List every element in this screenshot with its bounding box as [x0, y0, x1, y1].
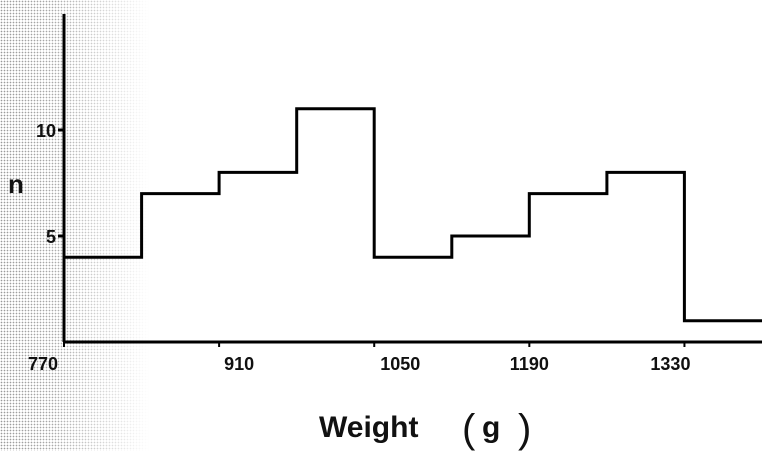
- x-tick-label: 1190: [510, 354, 549, 374]
- x-axis-unit-paren-open: (: [462, 407, 476, 451]
- histogram-bin: [142, 194, 220, 342]
- histogram-bin: [684, 321, 762, 342]
- histogram-bin: [529, 194, 607, 342]
- y-axis-label: n: [8, 169, 24, 199]
- x-axis-unit-paren-close: ): [518, 407, 531, 451]
- x-tick-label: 1330: [650, 354, 690, 374]
- histogram-bin: [297, 109, 375, 342]
- x-axis-label: Weight ( g ): [319, 407, 531, 451]
- axes: [62, 14, 762, 344]
- y-tick-label: 10: [36, 121, 56, 141]
- x-tick-label: 770: [28, 354, 58, 374]
- x-ticks: 770 910 1050 1190 1330: [28, 342, 690, 374]
- histogram-bin: [374, 257, 452, 342]
- x-tick-label: 1050: [380, 354, 420, 374]
- histogram-bin: [607, 172, 685, 342]
- x-axis-unit: g: [482, 411, 500, 444]
- histogram-outline: [64, 107, 762, 323]
- x-axis-label-text: Weight: [319, 411, 418, 444]
- histogram-bin: [219, 172, 297, 342]
- histogram-bin: [452, 236, 530, 342]
- stippled-background-edge: [0, 0, 150, 451]
- histogram-bins: [64, 107, 762, 342]
- y-tick-label: 5: [46, 227, 56, 247]
- x-tick-label: 910: [224, 354, 254, 374]
- histogram-bin: [64, 257, 142, 342]
- y-ticks: 5 10: [36, 121, 64, 247]
